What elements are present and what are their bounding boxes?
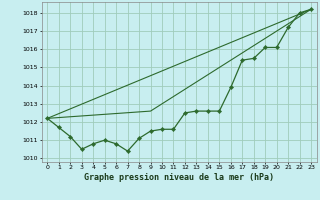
X-axis label: Graphe pression niveau de la mer (hPa): Graphe pression niveau de la mer (hPa) xyxy=(84,173,274,182)
